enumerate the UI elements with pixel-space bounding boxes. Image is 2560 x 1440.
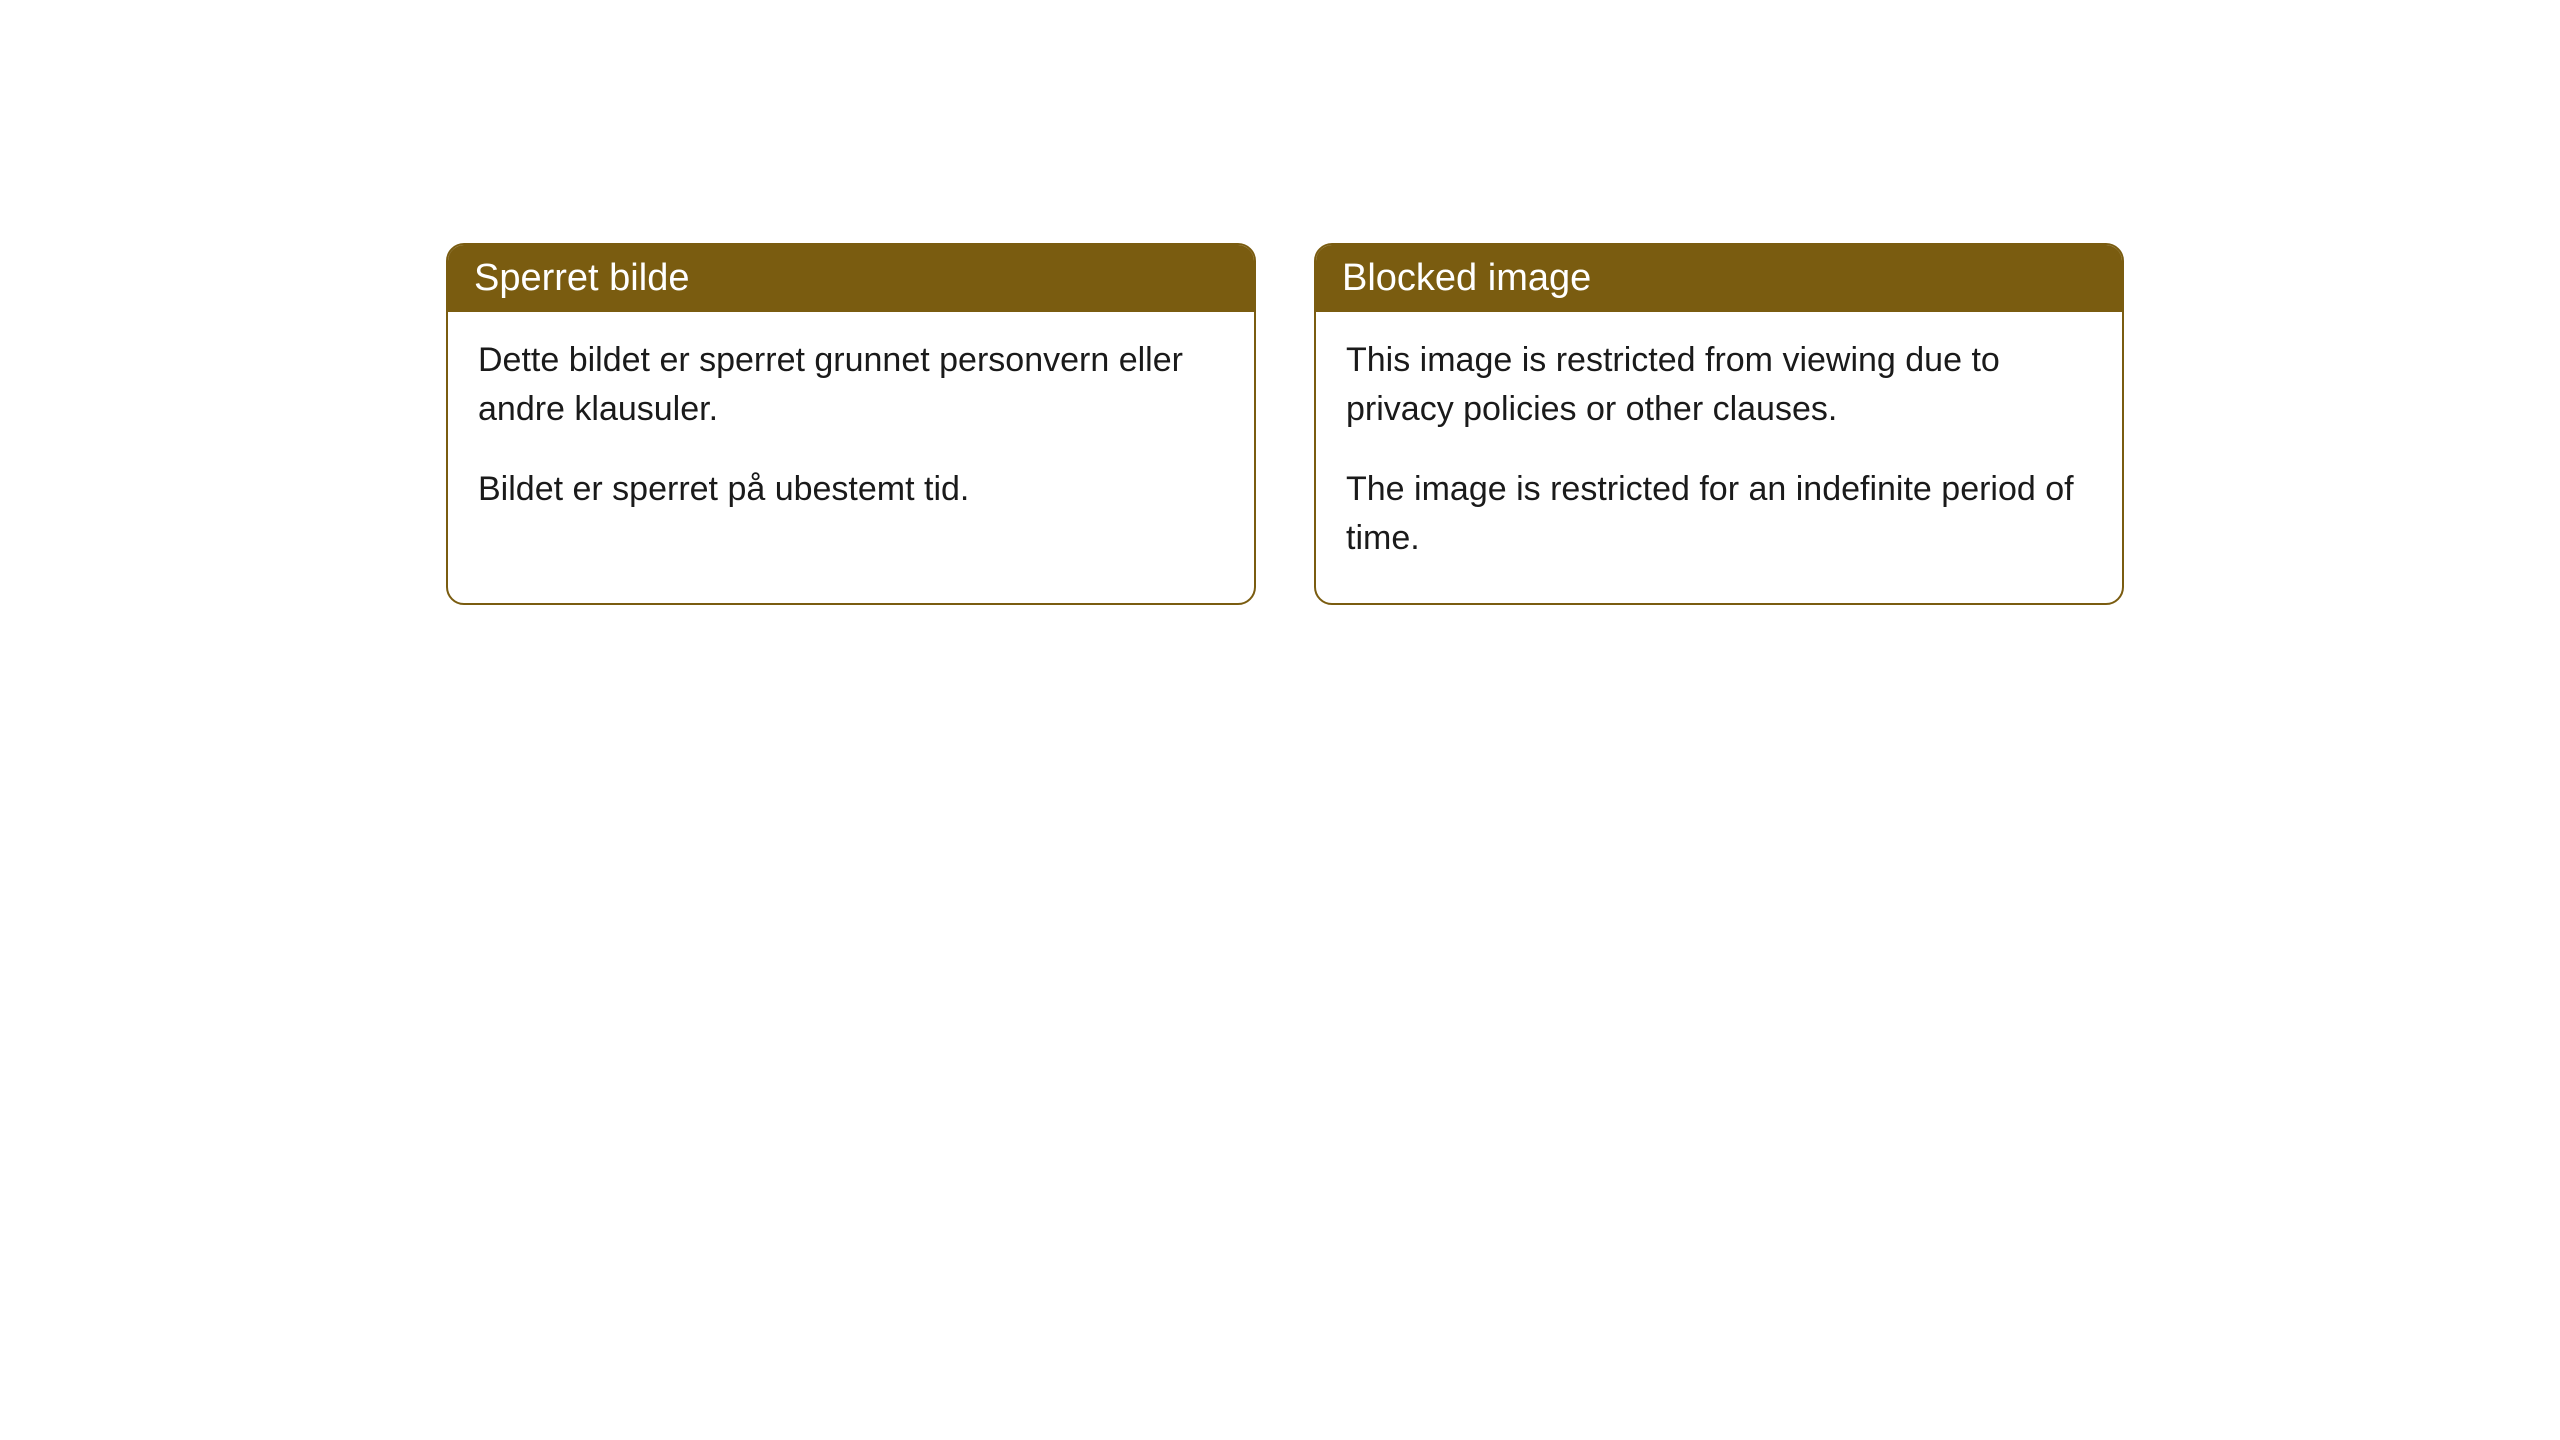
card-paragraph: This image is restricted from viewing du…	[1346, 336, 2092, 435]
card-paragraph: The image is restricted for an indefinit…	[1346, 465, 2092, 564]
card-paragraph: Bildet er sperret på ubestemt tid.	[478, 465, 1224, 514]
card-body: Dette bildet er sperret grunnet personve…	[448, 312, 1254, 554]
blocked-image-card-en: Blocked image This image is restricted f…	[1314, 243, 2124, 605]
card-body: This image is restricted from viewing du…	[1316, 312, 2122, 603]
card-header: Sperret bilde	[448, 245, 1254, 312]
card-header: Blocked image	[1316, 245, 2122, 312]
card-title: Sperret bilde	[474, 257, 689, 299]
card-paragraph: Dette bildet er sperret grunnet personve…	[478, 336, 1224, 435]
notice-cards-container: Sperret bilde Dette bildet er sperret gr…	[446, 243, 2124, 605]
card-title: Blocked image	[1342, 257, 1591, 299]
blocked-image-card-no: Sperret bilde Dette bildet er sperret gr…	[446, 243, 1256, 605]
